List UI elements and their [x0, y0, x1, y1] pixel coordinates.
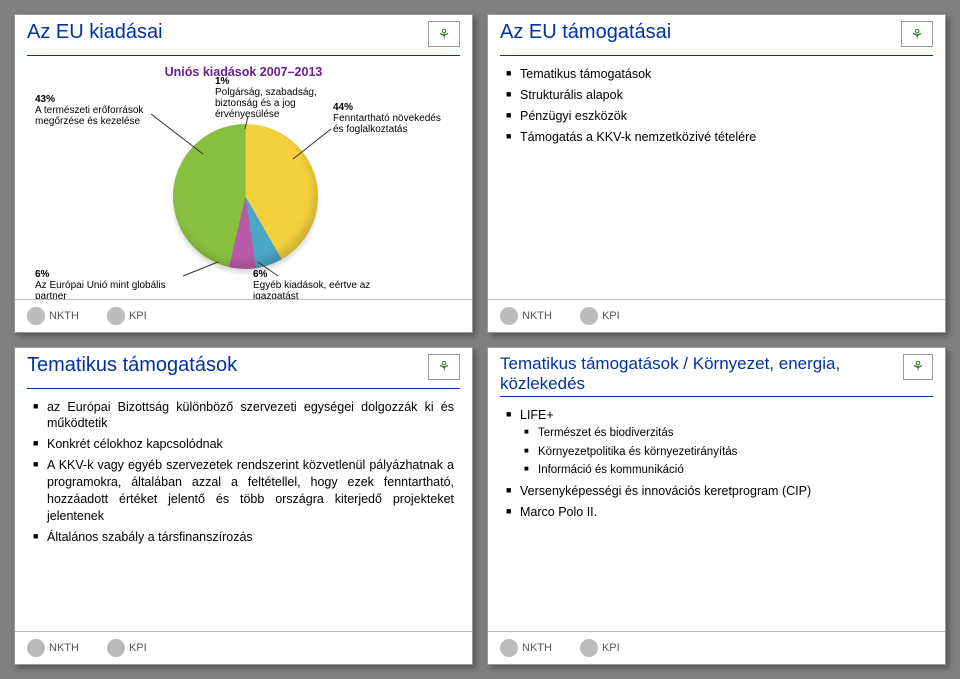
separator	[500, 55, 933, 56]
footer-logo-kpi: KPI	[107, 639, 147, 657]
footer-logo-kpi: KPI	[107, 307, 147, 325]
plant-flag-icon: ⚘	[903, 354, 933, 380]
pie-label-other: 6% Egyéb kiadások, eértve az igazgatást	[253, 269, 403, 299]
bullet-item: Pénzügyi eszközök	[506, 108, 927, 125]
pie-label-resources: 43% A természeti erőforrások megőrzése é…	[35, 94, 155, 127]
bullet-list: az Európai Bizottság különböző szervezet…	[33, 399, 454, 546]
sub-bullet-item: Környezetpolitika és környezetirányítás	[524, 445, 927, 461]
slide-supports: Az EU támogatásai ⚘ Tematikus támogatáso…	[487, 14, 946, 333]
footer-logo-nkth: NKTH	[27, 639, 79, 657]
footer-logo-nkth: NKTH	[27, 307, 79, 325]
slide-footer: NKTH KPI	[488, 299, 945, 332]
footer-logo-kpi: KPI	[580, 639, 620, 657]
slide-title: Tematikus támogatások / Környezet, energ…	[500, 354, 903, 394]
slide-footer: NKTH KPI	[15, 299, 472, 332]
slide-footer: NKTH KPI	[488, 631, 945, 664]
slide-footer: NKTH KPI	[15, 631, 472, 664]
slide-title: Tematikus támogatások	[27, 354, 237, 377]
plant-flag-icon: ⚘	[901, 21, 933, 47]
separator	[27, 55, 460, 56]
bullet-item: Marco Polo II.	[506, 504, 927, 521]
bullet-item: A KKV-k vagy egyéb szervezetek rendszeri…	[33, 457, 454, 525]
footer-logo-nkth: NKTH	[500, 307, 552, 325]
slide-title: Az EU támogatásai	[500, 21, 671, 44]
sub-bullet-item: Természet és biodiverzitás	[524, 426, 927, 442]
slide-thematic: Tematikus támogatások ⚘ az Európai Bizot…	[14, 347, 473, 666]
separator	[500, 396, 933, 397]
plant-flag-icon: ⚘	[428, 354, 460, 380]
bullet-item: LIFE+Természet és biodiverzitásKörnyezet…	[506, 407, 927, 479]
pie-chart: Uniós kiadások 2007–2013 43% A természet…	[33, 64, 454, 299]
bullet-item: Versenyképességi és innovációs keretprog…	[506, 483, 927, 500]
footer-logo-kpi: KPI	[580, 307, 620, 325]
separator	[27, 388, 460, 389]
bullet-item: Támogatás a KKV-k nemzetközivé tételére	[506, 129, 927, 146]
bullet-item: Strukturális alapok	[506, 87, 927, 104]
bullet-item: Konkrét célokhoz kapcsolódnak	[33, 436, 454, 453]
plant-flag-icon: ⚘	[428, 21, 460, 47]
footer-logo-nkth: NKTH	[500, 639, 552, 657]
pie-label-citizenship: 1% Polgárság, szabadság, biztonság és a …	[215, 76, 345, 120]
slide-body: LIFE+Természet és biodiverzitásKörnyezet…	[488, 403, 945, 632]
bullet-list: LIFE+Természet és biodiverzitásKörnyezet…	[506, 407, 927, 521]
slide-header: Az EU kiadásai ⚘	[15, 15, 472, 53]
slide-header: Tematikus támogatások / Környezet, energ…	[488, 348, 945, 394]
slide-header: Az EU támogatásai ⚘	[488, 15, 945, 53]
bullet-list: Tematikus támogatások Strukturális alapok…	[506, 66, 927, 146]
slide-body: Tematikus támogatások Strukturális alapok…	[488, 62, 945, 299]
bullet-item: az Európai Bizottság különböző szervezet…	[33, 399, 454, 433]
pie-label-global: 6% Az Európai Unió mint globális partner	[35, 269, 195, 299]
sub-bullet-list: Természet és biodiverzitás Környezetpolit…	[524, 426, 927, 479]
bullet-item: Általános szabály a társfinanszírozás	[33, 529, 454, 546]
pie-graphic	[173, 124, 318, 269]
slide-title: Az EU kiadásai	[27, 21, 163, 44]
sub-bullet-item: Információ és kommunikáció	[524, 463, 927, 479]
slide-expenses: Az EU kiadásai ⚘ Uniós kiadások 2007–201…	[14, 14, 473, 333]
slide-body: Uniós kiadások 2007–2013 43% A természet…	[15, 62, 472, 299]
pie-label-sustainable: 44% Fenntartható növekedés és foglalkozt…	[333, 102, 453, 135]
slide-header: Tematikus támogatások ⚘	[15, 348, 472, 386]
bullet-item: Tematikus támogatások	[506, 66, 927, 83]
slide-thematic-environment: Tematikus támogatások / Környezet, energ…	[487, 347, 946, 666]
slide-body: az Európai Bizottság különböző szervezet…	[15, 395, 472, 632]
